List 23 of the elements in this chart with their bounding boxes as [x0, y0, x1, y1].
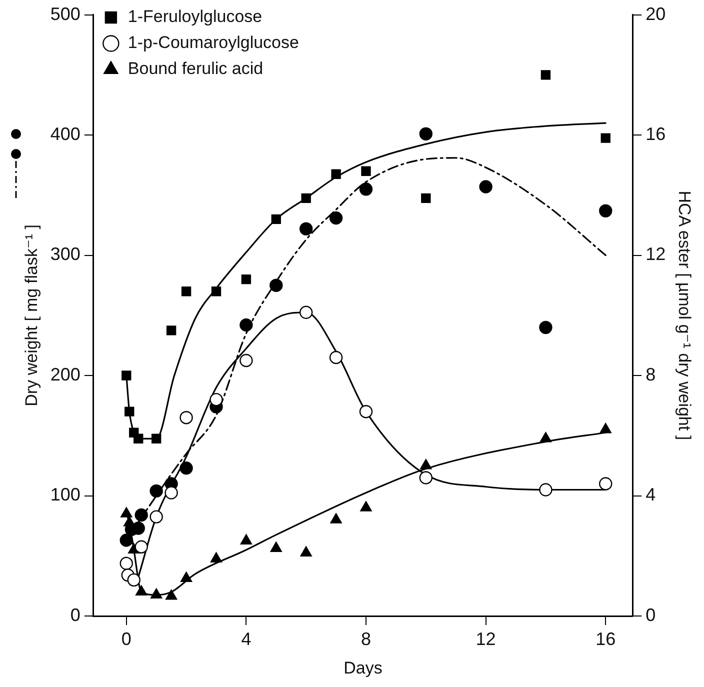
y2-tick-label: 0	[646, 604, 656, 625]
y-tick-label: 0	[70, 604, 80, 625]
x-tick-label: 4	[241, 628, 252, 649]
y2-tick-label: 8	[646, 364, 656, 384]
legend-label: 1-Feruloylglucose	[128, 7, 262, 26]
y-tick-label: 200	[50, 364, 80, 384]
y-axis-title: Dry weight [ mg flask⁻¹ ]	[22, 224, 41, 406]
legend-label: Bound ferulic acid	[128, 59, 264, 78]
x-tick-label: 12	[476, 628, 496, 649]
x-tick-label: 0	[121, 628, 132, 649]
y2-axis-title: HCA ester [ µmol g⁻¹ dry weight ]	[675, 190, 694, 440]
y2-tick-label: 12	[646, 244, 666, 264]
y2-tick-label: 4	[646, 484, 656, 505]
legend-label: 1-p-Coumaroylglucose	[128, 33, 299, 52]
x-axis-title: Days	[344, 658, 382, 678]
x-tick-label: 16	[596, 628, 616, 649]
y-tick-label: 500	[50, 4, 80, 24]
y-tick-label: 300	[50, 244, 80, 264]
y-tick-label: 400	[50, 124, 80, 144]
y-tick-label: 100	[50, 484, 80, 505]
x-tick-label: 8	[360, 628, 372, 649]
y2-tick-label: 16	[646, 124, 666, 144]
y2-tick-label: 20	[646, 4, 666, 24]
